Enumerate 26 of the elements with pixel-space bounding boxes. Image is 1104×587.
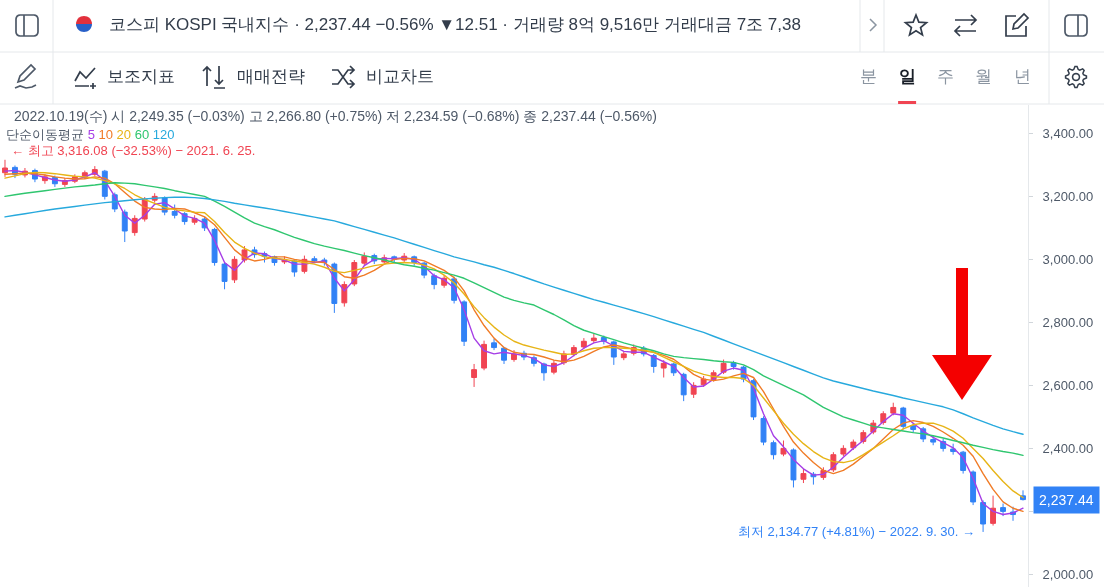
- text: 매매전략: [237, 67, 305, 86]
- text: 5: [87, 127, 95, 142]
- y-tick-label: 2,400.00: [1042, 440, 1094, 456]
- y-tick-label: 2,000.00: [1042, 566, 1094, 582]
- text: 비교차트: [366, 67, 434, 86]
- text: 주: [937, 67, 954, 86]
- text: 월: [975, 67, 992, 86]
- y-tick-label: 3,400.00: [1042, 125, 1094, 141]
- annotation: 최저 2,134.77 (+4.81%) − 2022. 9. 30. →: [738, 524, 976, 539]
- text: 60: [134, 127, 150, 142]
- y-tick-label: 2,800.00: [1042, 314, 1094, 330]
- text: 20: [116, 127, 132, 142]
- text: 10: [98, 127, 113, 142]
- text: 년: [1014, 67, 1031, 86]
- legend-title: 단순이동평균: [6, 127, 84, 142]
- text: 120: [152, 127, 175, 142]
- text: 분: [860, 67, 877, 86]
- y-tick-label: 3,200.00: [1042, 188, 1094, 204]
- text: 일: [899, 67, 916, 86]
- text: 2,237.44: [1039, 492, 1094, 508]
- chart-title: 코스피 KOSPI 국내지수 · 2,237.44 −0.56% ▼12.51 · 거래량 8억 9,516만 거래대금 7조 7,38: [109, 14, 801, 34]
- chart-subtitle: 2022.10.19(수) 시 2,249.35 (−0.03%) 고 2,266.80 (+0.75%) 저 2,234.59 (−0.68%) 종 2,237.44 (−0.56%): [14, 108, 657, 124]
- text: 보조지표: [107, 67, 175, 86]
- y-tick-label: 3,000.00: [1042, 251, 1094, 267]
- annotation: ← 최고 3,316.08 (−32.53%) − 2021. 6. 25.: [11, 143, 256, 158]
- y-tick-label: 2,600.00: [1042, 377, 1094, 393]
